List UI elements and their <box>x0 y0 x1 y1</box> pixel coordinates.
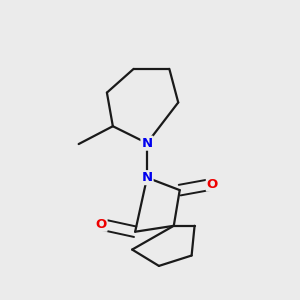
Text: N: N <box>142 171 153 184</box>
Text: O: O <box>95 218 106 231</box>
Text: O: O <box>207 178 218 191</box>
Text: N: N <box>142 137 153 150</box>
